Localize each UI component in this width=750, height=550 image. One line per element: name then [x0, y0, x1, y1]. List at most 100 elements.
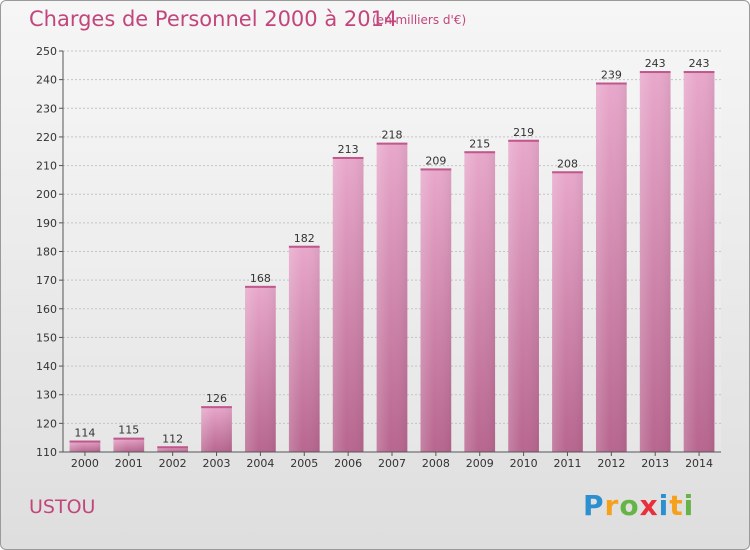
logo-letter: r — [604, 489, 620, 522]
bar-top-edge — [157, 446, 189, 449]
bar-group: 209 — [420, 154, 452, 452]
bar-group: 213 — [332, 143, 364, 452]
logo-letter: i — [683, 489, 695, 522]
bar-group: 215 — [464, 137, 496, 452]
bar-shading — [288, 245, 320, 452]
bar-shading — [69, 440, 101, 452]
bar-top-edge — [332, 156, 364, 159]
y-tick-label: 150 — [36, 331, 57, 344]
data-label: 215 — [469, 137, 490, 150]
y-tick-label: 210 — [36, 160, 57, 173]
bar-top-edge — [376, 142, 408, 145]
y-tick-label: 140 — [36, 360, 57, 373]
bar-shading — [683, 71, 715, 453]
y-tick-label: 180 — [36, 246, 57, 259]
bar-group: 243 — [639, 57, 671, 453]
axes: 110 120 130 140 150 160 170 180 190 200 210 220 230 2… — [36, 45, 721, 470]
bars: 114 115 112 126 168 182 213 218 209 215 219 208 239 2… — [69, 57, 715, 453]
bar-group: 112 — [157, 432, 189, 452]
bar-top-edge — [420, 168, 452, 171]
bar-top-edge — [595, 82, 627, 85]
bar-shading — [464, 151, 496, 452]
y-tick-label: 160 — [36, 303, 57, 316]
bar-top-edge — [683, 71, 715, 74]
x-tick-label: 2014 — [685, 457, 713, 470]
bar-group: 126 — [201, 392, 232, 452]
x-tick-label: 2011 — [553, 457, 581, 470]
bar-shading — [332, 156, 364, 452]
chart-title: Charges de Personnel 2000 à 2014 — [29, 7, 398, 31]
bar-top-edge — [69, 440, 101, 443]
bar-top-edge — [201, 406, 232, 409]
x-tick-label: 2001 — [115, 457, 143, 470]
x-tick-label: 2002 — [159, 457, 187, 470]
bar-shading — [157, 446, 189, 452]
x-tick-label: 2000 — [71, 457, 99, 470]
bar-group: 114 — [69, 427, 101, 452]
bar-group: 182 — [288, 232, 320, 452]
x-tick-label: 2009 — [466, 457, 494, 470]
bar-top-edge — [288, 245, 320, 248]
bar-shading — [508, 139, 539, 453]
logo-letter: x — [639, 489, 659, 522]
data-label: 213 — [338, 143, 359, 156]
data-label: 182 — [294, 232, 315, 245]
y-tick-label: 110 — [36, 446, 57, 459]
data-label: 243 — [689, 57, 710, 70]
y-tick-label: 130 — [36, 389, 57, 402]
bar-group: 243 — [683, 57, 715, 453]
bar-shading — [376, 142, 408, 452]
data-label: 243 — [645, 57, 666, 70]
y-tick-label: 120 — [36, 417, 57, 430]
data-label: 114 — [74, 427, 95, 440]
x-tick-label: 2006 — [334, 457, 362, 470]
y-tick-label: 250 — [36, 45, 57, 58]
x-tick-label: 2013 — [641, 457, 669, 470]
bar-top-edge — [552, 171, 583, 174]
bar-top-edge — [245, 285, 276, 288]
bar-group: 115 — [113, 424, 145, 452]
y-tick-label: 200 — [36, 188, 57, 201]
y-tick-label: 190 — [36, 217, 57, 230]
bar-shading — [639, 71, 671, 453]
bar-shading — [113, 437, 145, 452]
chart-subtitle: (en milliers d'€) — [372, 13, 467, 27]
logo-letter: P — [583, 489, 605, 522]
bar-shading — [201, 406, 232, 452]
bar-group: 218 — [376, 129, 408, 452]
logo-letter: t — [669, 489, 684, 522]
bar-shading — [420, 168, 452, 452]
data-label: 168 — [250, 272, 271, 285]
logo-letter: o — [619, 489, 640, 522]
bar-group: 239 — [595, 69, 627, 452]
y-tick-label: 170 — [36, 274, 57, 287]
bar-top-edge — [464, 151, 496, 154]
x-tick-label: 2005 — [290, 457, 318, 470]
data-label: 219 — [513, 126, 534, 139]
bar-group: 208 — [552, 157, 583, 453]
bar-top-edge — [639, 71, 671, 74]
bar-shading — [552, 171, 583, 453]
bar-shading — [245, 285, 276, 452]
x-tick-label: 2012 — [597, 457, 625, 470]
x-tick-label: 2008 — [422, 457, 450, 470]
bar-group: 168 — [245, 272, 276, 452]
data-label: 218 — [382, 129, 403, 142]
commune-name: USTOU — [29, 496, 96, 518]
data-label: 115 — [118, 424, 139, 437]
bar-top-edge — [508, 139, 539, 142]
y-tick-label: 220 — [36, 131, 57, 144]
x-tick-label: 2003 — [203, 457, 231, 470]
y-tick-label: 230 — [36, 102, 57, 115]
bar-shading — [595, 82, 627, 452]
bar-top-edge — [113, 437, 145, 440]
data-label: 112 — [162, 432, 183, 445]
data-label: 208 — [557, 157, 578, 170]
logo-letter: i — [658, 489, 670, 522]
x-tick-label: 2004 — [246, 457, 274, 470]
bar-group: 219 — [508, 126, 539, 453]
y-tick-label: 240 — [36, 74, 57, 87]
data-label: 239 — [601, 69, 622, 82]
